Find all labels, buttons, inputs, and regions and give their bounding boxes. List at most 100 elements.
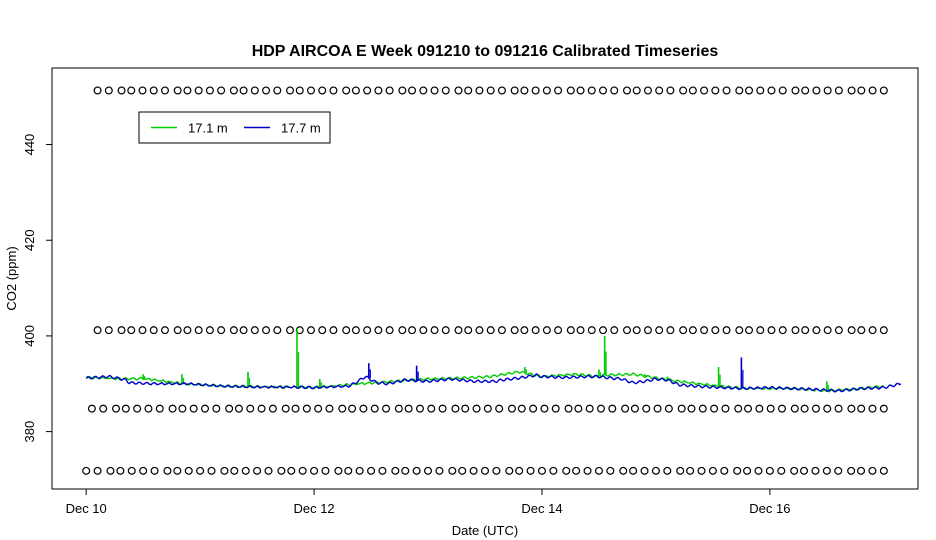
- reference-point: [531, 86, 540, 95]
- reference-point: [834, 466, 843, 475]
- reference-point: [551, 404, 560, 413]
- reference-point: [721, 404, 730, 413]
- reference-point: [391, 466, 400, 475]
- reference-point: [127, 86, 136, 95]
- reference-point: [663, 466, 672, 475]
- reference-point: [812, 326, 821, 335]
- reference-point: [497, 86, 506, 95]
- reference-point: [205, 326, 214, 335]
- reference-point: [564, 404, 573, 413]
- reference-point: [554, 326, 563, 335]
- reference-point: [472, 404, 481, 413]
- reference-point: [464, 86, 473, 95]
- reference-point: [744, 404, 753, 413]
- reference-point: [229, 86, 238, 95]
- reference-point: [653, 404, 662, 413]
- reference-point: [116, 466, 125, 475]
- reference-point: [225, 404, 234, 413]
- reference-point: [385, 86, 394, 95]
- reference-point: [173, 466, 182, 475]
- reference-point: [801, 86, 810, 95]
- reference-point: [483, 404, 492, 413]
- reference-point: [464, 326, 473, 335]
- reference-point: [497, 326, 506, 335]
- reference-point: [606, 466, 615, 475]
- reference-point: [834, 404, 843, 413]
- reference-point: [790, 404, 799, 413]
- reference-point: [194, 86, 203, 95]
- reference-point: [394, 404, 403, 413]
- reference-point: [168, 404, 177, 413]
- reference-point: [812, 86, 821, 95]
- reference-point: [104, 86, 113, 95]
- reference-point: [542, 326, 551, 335]
- reference-point: [868, 466, 877, 475]
- reference-point: [250, 86, 259, 95]
- reference-point: [401, 466, 410, 475]
- reference-point: [461, 404, 470, 413]
- reference-point: [847, 466, 856, 475]
- reference-point: [505, 466, 514, 475]
- reference-point: [374, 86, 383, 95]
- reference-point: [408, 326, 417, 335]
- reference-point: [734, 404, 743, 413]
- reference-point: [583, 466, 592, 475]
- reference-point: [302, 404, 311, 413]
- reference-point: [314, 404, 323, 413]
- reference-point: [765, 466, 774, 475]
- reference-point: [745, 86, 754, 95]
- reference-point: [99, 404, 108, 413]
- reference-point: [257, 404, 266, 413]
- reference-point: [121, 404, 130, 413]
- reference-point: [676, 466, 685, 475]
- reference-point: [540, 404, 549, 413]
- reference-point: [408, 86, 417, 95]
- reference-point: [458, 466, 467, 475]
- reference-point: [643, 86, 652, 95]
- reference-point: [234, 404, 243, 413]
- reference-point: [117, 86, 126, 95]
- reference-point: [87, 404, 96, 413]
- reference-point: [566, 326, 575, 335]
- reference-point: [398, 86, 407, 95]
- reference-point: [268, 404, 277, 413]
- reference-point: [777, 466, 786, 475]
- reference-point: [698, 404, 707, 413]
- reference-point: [711, 326, 720, 335]
- reference-point: [879, 466, 888, 475]
- reference-point: [791, 86, 800, 95]
- reference-point: [348, 404, 357, 413]
- reference-point: [640, 466, 649, 475]
- reference-point: [720, 466, 729, 475]
- reference-point: [823, 86, 832, 95]
- reference-point: [419, 86, 428, 95]
- reference-point: [220, 466, 229, 475]
- reference-point: [847, 326, 856, 335]
- reference-point: [310, 466, 319, 475]
- reference-point: [517, 404, 526, 413]
- reference-point: [262, 86, 271, 95]
- reference-point: [811, 404, 820, 413]
- reference-point: [196, 466, 205, 475]
- reference-point: [822, 466, 831, 475]
- reference-point: [619, 466, 628, 475]
- chart-title: HDP AIRCOA E Week 091210 to 091216 Calib…: [252, 43, 719, 60]
- reference-point: [173, 86, 182, 95]
- reference-point: [217, 86, 226, 95]
- reference-point: [562, 466, 571, 475]
- reference-point: [355, 466, 364, 475]
- reference-point: [529, 404, 538, 413]
- reference-point: [241, 466, 250, 475]
- reference-point: [93, 326, 102, 335]
- reference-point: [205, 86, 214, 95]
- reference-point: [596, 404, 605, 413]
- reference-point: [687, 404, 696, 413]
- reference-point: [246, 404, 255, 413]
- reference-point: [178, 404, 187, 413]
- reference-point: [264, 466, 273, 475]
- reference-point: [754, 466, 763, 475]
- reference-point: [610, 86, 619, 95]
- reference-point: [133, 404, 142, 413]
- reference-point: [599, 326, 608, 335]
- reference-point: [622, 326, 631, 335]
